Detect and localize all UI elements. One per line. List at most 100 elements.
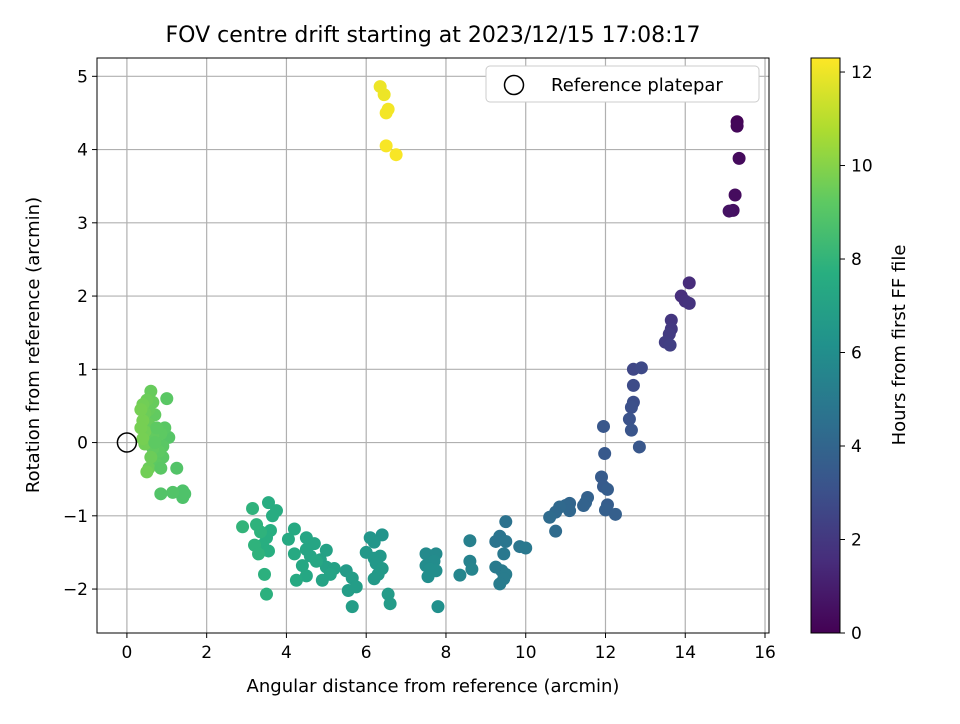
- data-point: [543, 510, 557, 524]
- data-point: [261, 496, 275, 510]
- legend-label: Reference platepar: [551, 75, 723, 96]
- x-axis-ticks: 0 2 4 6 8 10 12 14 16: [121, 633, 776, 663]
- colorbar-tick-label: 2: [851, 531, 862, 551]
- data-point: [389, 148, 403, 162]
- x-tick-label: 8: [441, 643, 452, 663]
- colorbar-tick-label: 4: [851, 437, 862, 457]
- chart-title: FOV centre drift starting at 2023/12/15 …: [166, 23, 701, 48]
- grid-lines: [97, 58, 769, 633]
- data-point: [383, 597, 397, 611]
- y-tick-label: 5: [77, 67, 88, 87]
- legend-box: [485, 65, 760, 103]
- data-point: [252, 547, 266, 561]
- data-point: [431, 600, 445, 614]
- y-tick-label: −1: [63, 507, 88, 527]
- data-point: [598, 447, 612, 461]
- data-point: [236, 520, 250, 534]
- data-point: [154, 461, 168, 475]
- y-axis-ticks: −2 −1 0 1 2 3 4 5: [63, 67, 97, 600]
- y-tick-label: 4: [77, 141, 88, 161]
- colorbar-gradient: [810, 57, 841, 634]
- colorbar-tick-label: 8: [851, 250, 862, 270]
- data-point: [309, 554, 323, 568]
- data-point: [315, 573, 329, 587]
- data-point: [150, 421, 164, 435]
- colorbar-tick-label: 0: [851, 624, 862, 644]
- data-point: [287, 547, 301, 561]
- data-point: [722, 204, 736, 218]
- x-tick-label: 0: [121, 643, 132, 663]
- data-point: [134, 421, 148, 435]
- x-tick-label: 16: [754, 643, 776, 663]
- plot-frame: [96, 57, 770, 634]
- y-tick-label: 2: [77, 287, 88, 307]
- data-point: [519, 541, 533, 555]
- data-point: [379, 106, 393, 120]
- data-point: [421, 570, 435, 584]
- x-tick-label: 4: [281, 643, 292, 663]
- y-tick-label: −2: [63, 580, 88, 600]
- data-point: [632, 440, 646, 454]
- data-point: [549, 524, 563, 538]
- data-point: [608, 507, 622, 521]
- data-point: [682, 296, 696, 310]
- data-point: [281, 532, 295, 546]
- x-tick-label: 12: [595, 643, 617, 663]
- data-point: [148, 436, 162, 450]
- data-point: [295, 559, 309, 573]
- data-point: [246, 501, 260, 515]
- data-point: [258, 567, 272, 581]
- data-point: [254, 525, 268, 539]
- y-axis-label: Rotation from reference (arcmin): [23, 197, 44, 493]
- x-axis-label: Angular distance from reference (arcmin): [247, 676, 620, 697]
- data-point: [287, 522, 301, 536]
- data-point: [624, 423, 638, 437]
- y-tick-label: 3: [77, 214, 88, 234]
- data-point: [600, 482, 614, 496]
- data-point: [624, 400, 638, 414]
- y-tick-label: 1: [77, 360, 88, 380]
- colorbar: 0 2 4 6 8 10 12 Hours from first FF file: [810, 57, 910, 644]
- data-point: [577, 499, 591, 513]
- data-point: [140, 465, 154, 479]
- legend: Reference platepar: [485, 65, 760, 103]
- data-point: [663, 338, 677, 352]
- x-tick-label: 14: [674, 643, 696, 663]
- x-tick-label: 6: [361, 643, 372, 663]
- data-point: [463, 534, 477, 548]
- data-point: [154, 487, 168, 501]
- data-point: [144, 450, 158, 464]
- data-point: [170, 461, 184, 475]
- x-tick-label: 2: [201, 643, 212, 663]
- reference-marker-layer: [116, 432, 138, 453]
- data-point: [345, 600, 359, 614]
- data-points: [134, 80, 746, 614]
- legend-reference-marker-icon: [503, 74, 525, 96]
- data-point: [563, 504, 577, 518]
- data-point: [626, 378, 640, 392]
- data-point: [319, 543, 333, 557]
- reference-platepar-marker: [116, 432, 138, 453]
- colorbar-tick-label: 12: [851, 63, 873, 83]
- data-point: [261, 544, 275, 558]
- data-point: [499, 515, 513, 529]
- data-point: [136, 432, 150, 446]
- colorbar-tick-label: 6: [851, 344, 862, 364]
- data-point: [367, 535, 381, 549]
- data-point: [499, 534, 513, 548]
- colorbar-ticks: 0 2 4 6 8 10 12: [840, 63, 873, 644]
- data-point: [732, 151, 746, 165]
- data-point: [134, 403, 148, 417]
- data-point: [622, 412, 636, 426]
- data-point: [596, 419, 610, 433]
- x-tick-label: 10: [515, 643, 537, 663]
- data-point: [489, 534, 503, 548]
- data-point: [682, 276, 696, 290]
- data-point: [349, 580, 363, 594]
- data-point: [166, 485, 180, 499]
- data-point: [289, 573, 303, 587]
- data-point: [160, 392, 174, 406]
- data-point: [299, 569, 313, 583]
